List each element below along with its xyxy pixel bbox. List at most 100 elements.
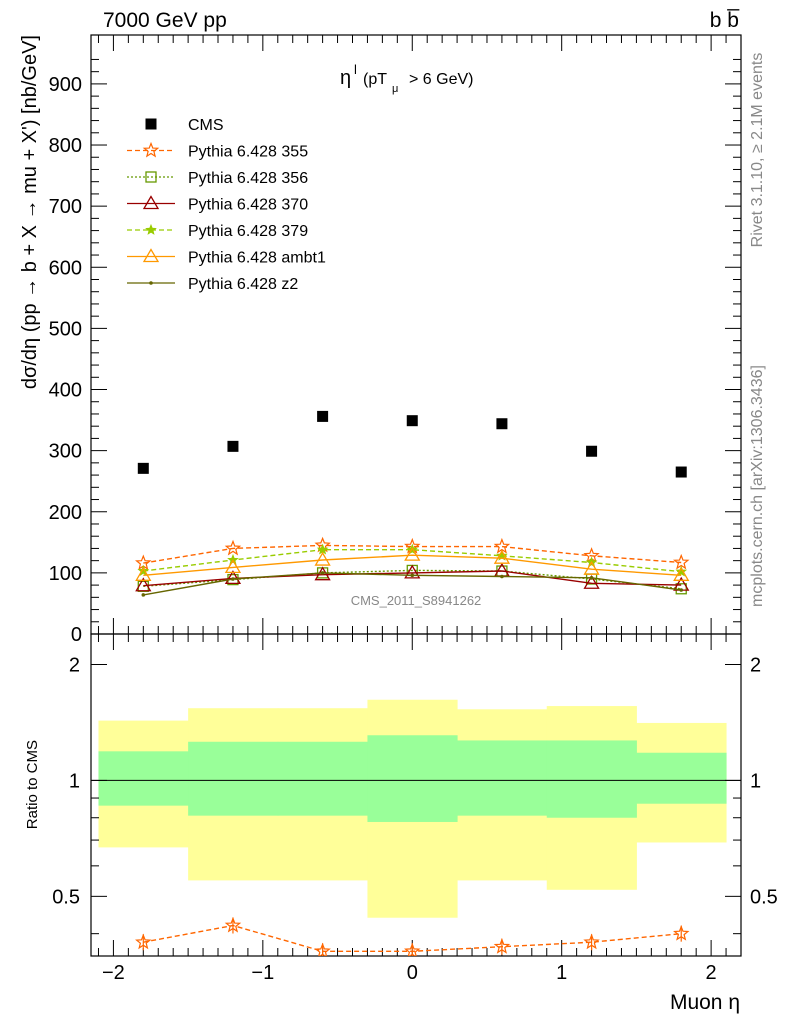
y-tick-label: 100 [49,563,82,585]
ratio-data-point [673,925,690,941]
x-tick-label: 0 [407,962,418,984]
data-point [679,588,684,592]
y-tick-label: 200 [49,502,82,524]
x-tick-label: 2 [706,962,717,984]
data-point [673,567,690,581]
legend-marker [145,171,157,183]
ratio-data-point [403,942,421,956]
legend-entry: Pythia 6.428 370 [127,195,308,214]
legend-label: Pythia 6.428 355 [188,144,308,161]
data-point [675,466,687,478]
main-y-axis-label: dσ/dη (pp → b + X → mu + X') [nb/GeV] [19,35,41,389]
legend-marker [149,281,153,285]
band-inner-bin [188,741,279,816]
source-label: mcplots.cern.ch [arXiv:1306.3436] [749,365,766,607]
band-inner-bin [98,751,189,806]
legend-label: Pythia 6.428 z2 [188,276,298,293]
series-cms [137,410,687,478]
ratio-series-group [135,916,690,956]
legend-entry: Pythia 6.428 356 [127,170,308,187]
series-pythia-6-428-355 [134,536,690,571]
legend-label: Pythia 6.428 ambt1 [188,250,326,267]
y-tick-label: 400 [49,380,82,402]
series-line [143,554,682,576]
data-point [135,567,152,581]
energy-label: 7000 GeV pp [103,9,227,32]
legend-marker [145,118,157,130]
ratio-y-axis-label: Ratio to CMS [24,740,41,829]
legend-entry: Pythia 6.428 355 [127,141,308,161]
data-point [410,573,415,578]
title-sub: μ [392,83,398,95]
axes: 0 100 200 300 400 500 600 700 800 900 0.5 1 2 0.5 1 2 −2… [49,35,778,984]
data-point [137,564,150,576]
data-point [314,551,331,566]
data-point [583,574,600,589]
ratio-tick-label-left: 1 [69,770,80,792]
data-point [224,559,242,574]
title-cond: > 6 GeV) [409,71,473,88]
data-point [586,445,598,457]
band-inner-bin [367,735,458,822]
data-point [589,575,594,580]
x-tick-label: −2 [102,962,125,984]
data-point [404,564,421,579]
rivet-label: Rivet 3.1.10, ≥ 2.1M events [749,53,766,248]
process-label: b b̅ [710,9,740,32]
series-line [143,544,682,564]
analysis-id: CMS_2011_S8941262 [351,593,482,608]
data-point [404,546,421,561]
legend-label: Pythia 6.428 370 [188,197,308,214]
legend-entry: Pythia 6.428 379 [127,223,308,240]
ratio-data-point [135,933,152,950]
ratio-data-point [224,916,242,933]
data-point [227,440,239,452]
legend: CMS Pythia 6.428 355 Pythia 6.428 356 Pythi… [127,117,326,293]
data-point [406,415,418,427]
data-point [317,410,329,422]
data-marks [134,410,690,956]
data-point [224,539,242,556]
title-open: (pT [363,71,387,88]
ratio-data-point [583,933,600,950]
y-tick-label: 700 [49,196,82,218]
data-point [224,570,242,585]
legend-marker [145,223,157,235]
data-point [137,580,149,592]
y-tick-label: 500 [49,318,82,340]
band-inner-bin [636,752,727,804]
data-point [493,537,511,554]
plot-title: η l (pT μ > 6 GeV) [340,62,473,95]
data-point [135,577,152,592]
y-tick-label: 800 [49,135,82,157]
data-point [141,593,146,597]
data-point [500,574,504,579]
legend-marker [142,141,160,158]
ratio-tick-label-right: 1 [750,770,761,792]
title-main: η [340,67,351,89]
legend-marker [142,195,160,210]
data-point [496,418,508,430]
ratio-tick-label-left: 2 [69,654,80,676]
band-inner-bin [546,740,637,818]
x-tick-label: −1 [251,962,274,984]
main-series-group [134,410,690,597]
x-tick-label: 1 [556,962,567,984]
ratio-tick-label-left: 0.5 [52,886,80,908]
data-point [320,571,325,575]
data-point [231,577,235,581]
legend-label: Pythia 6.428 356 [188,170,308,187]
series-pythia-6-428-z2 [141,571,684,597]
data-point [493,549,511,564]
band-inner-bin [277,741,368,816]
series-pythia-6-428-ambt1 [135,546,690,581]
legend-entry: Pythia 6.428 z2 [127,276,298,293]
x-axis-label: Muon η [670,991,740,1014]
y-tick-label: 0 [71,624,82,646]
ratio-tick-label-right: 2 [750,654,761,676]
data-point [137,462,149,474]
uncertainty-bands [91,699,741,918]
data-point [672,553,690,570]
y-tick-label: 600 [49,257,82,279]
